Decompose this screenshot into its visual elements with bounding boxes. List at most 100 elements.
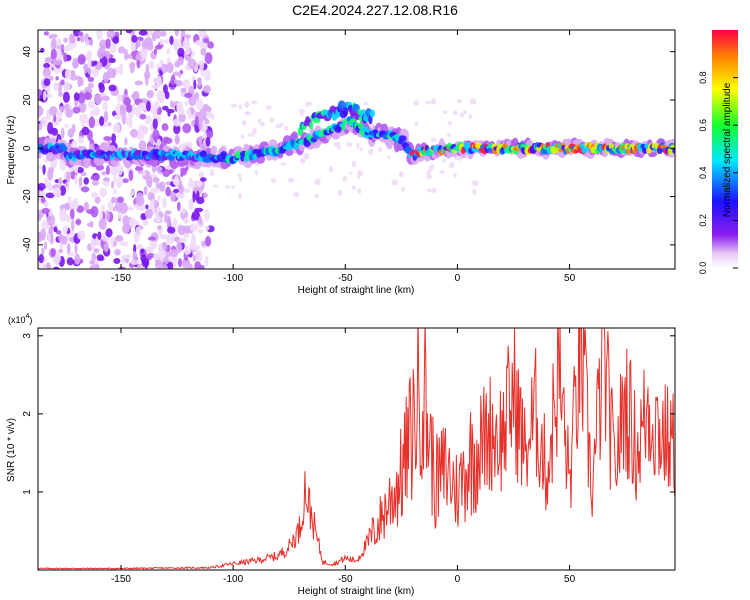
- heatmap-noise-cell: [162, 263, 168, 269]
- heatmap-noise-cell: [204, 52, 213, 64]
- heatmap-noise-cell: [64, 182, 69, 187]
- heatmap-noise-cell: [400, 186, 406, 193]
- heatmap-noise-cell: [176, 241, 183, 254]
- heatmap-noise-cell: [170, 74, 176, 87]
- heatmap-noise-cell: [108, 57, 116, 63]
- heatmap-noise-cell: [180, 172, 184, 178]
- heatmap-noise-cell: [124, 137, 128, 146]
- heatmap-ridge-cell: [672, 147, 675, 154]
- heatmap-noise-cell: [69, 208, 75, 220]
- heatmap-noise-cell: [453, 172, 457, 179]
- colorbar-tick-label: 0.2: [698, 214, 708, 227]
- heatmap-noise-cell: [145, 204, 149, 210]
- heatmap-noise-cell: [164, 91, 170, 100]
- heatmap-noise-cell: [238, 176, 243, 182]
- heatmap-noise-cell: [182, 123, 192, 134]
- heatmap-noise-cell: [50, 248, 56, 258]
- heatmap-noise-cell: [439, 170, 445, 174]
- heatmap-noise-cell: [88, 82, 94, 89]
- heatmap-noise-cell: [40, 196, 46, 204]
- heatmap-noise-cell: [241, 120, 247, 126]
- heatmap-noise-cell: [269, 117, 275, 123]
- heatmap-noise-cell: [90, 238, 96, 250]
- heatmap-noise-cell: [192, 254, 196, 262]
- heatmap-noise-cell: [173, 188, 180, 194]
- heatmap-noise-cell: [51, 37, 57, 50]
- heatmap-noise-cell: [125, 117, 133, 126]
- y-tick-label: 20: [22, 94, 33, 106]
- heatmap-noise-cell: [48, 75, 54, 81]
- heatmap-noise-cell: [87, 67, 92, 76]
- heatmap-noise-cell: [237, 192, 242, 200]
- heatmap-noise-cell: [78, 31, 83, 37]
- heatmap-noise-cell: [204, 235, 212, 247]
- heatmap-noise-cell: [237, 173, 242, 177]
- heatmap-noise-cell: [86, 209, 96, 215]
- x-tick-label: -150: [111, 574, 131, 585]
- spectrogram-y-ticks: -40 -20 0 20 40: [22, 46, 675, 252]
- heatmap-noise-cell: [178, 184, 184, 195]
- heatmap-noise-cell: [72, 106, 81, 114]
- heatmap-noise-cell: [430, 137, 437, 143]
- heatmap-noise-cell: [138, 140, 147, 151]
- heatmap-noise-cell: [45, 93, 53, 98]
- heatmap-noise-cell: [72, 197, 79, 210]
- y-tick-label: 0: [22, 145, 33, 151]
- heatmap-ridge-cell: [428, 150, 434, 156]
- heatmap-noise-cell: [156, 76, 162, 88]
- heatmap-ridge-cell: [303, 139, 311, 147]
- heatmap-noise-cell: [154, 215, 162, 223]
- heatmap-noise-cell: [391, 179, 399, 186]
- heatmap-noise-cell: [117, 93, 122, 103]
- heatmap-noise-cell: [166, 215, 171, 227]
- colorbar-ticks: 0.0 0.2 0.4 0.6 0.8: [698, 71, 738, 274]
- heatmap-noise-cell: [138, 30, 148, 36]
- heatmap-noise-cell: [194, 207, 204, 213]
- heatmap-noise-cell: [105, 210, 110, 222]
- heatmap-noise-cell: [68, 33, 75, 44]
- heatmap-noise-cell: [172, 71, 180, 76]
- heatmap-noise-cell: [154, 211, 159, 217]
- heatmap-noise-cell: [165, 186, 171, 197]
- heatmap-noise-cell: [204, 225, 210, 231]
- heatmap-noise-cell: [94, 196, 101, 204]
- x-tick-label: -100: [223, 574, 243, 585]
- heatmap-noise-cell: [101, 204, 105, 212]
- heatmap-noise-cell: [98, 83, 105, 94]
- heatmap-noise-cell: [69, 74, 79, 81]
- heatmap-noise-cell: [191, 232, 196, 243]
- heatmap-ridge-cell: [463, 142, 471, 150]
- heatmap-noise-cell: [71, 123, 76, 134]
- heatmap-noise-cell: [145, 100, 151, 112]
- heatmap-noise-cell: [146, 89, 155, 99]
- colorbar: 0.0 0.2 0.4 0.6 0.8 Normalized spectral ampl…: [698, 30, 738, 274]
- heatmap-noise-cell: [203, 85, 211, 94]
- heatmap-noise-cell: [348, 171, 353, 175]
- heatmap-noise-cell: [113, 258, 121, 265]
- heatmap-noise-cell: [102, 101, 108, 111]
- colorbar-tick-label: 0.0: [698, 262, 708, 275]
- heatmap-noise-cell: [65, 108, 74, 118]
- heatmap-noise-cell: [469, 98, 477, 105]
- heatmap-noise-cell: [203, 130, 207, 140]
- colorbar-label: Normalized spectral amplitude: [722, 82, 733, 217]
- heatmap-noise-cell: [117, 176, 123, 187]
- heatmap-noise-cell: [145, 175, 153, 188]
- heatmap-noise-cell: [123, 48, 129, 61]
- heatmap-noise-cell: [287, 177, 295, 184]
- colorbar-tick-label: 0.8: [698, 71, 708, 84]
- heatmap-noise-cell: [38, 183, 46, 191]
- heatmap-noise-cell: [96, 48, 105, 59]
- heatmap-noise-cell: [46, 83, 51, 95]
- heatmap-noise-cell: [55, 76, 59, 81]
- heatmap-noise-cell: [147, 236, 156, 241]
- heatmap-noise-cell: [152, 176, 160, 184]
- heatmap-noise-cell: [91, 191, 98, 198]
- heatmap-noise-cell: [62, 91, 70, 103]
- heatmap-ridge-cell: [373, 129, 379, 135]
- heatmap-noise-cell: [172, 177, 179, 186]
- heatmap-noise-cell: [398, 171, 404, 178]
- heatmap-noise-cell: [52, 187, 62, 197]
- heatmap-noise-cell: [99, 187, 107, 198]
- heatmap-noise-cell: [131, 103, 136, 115]
